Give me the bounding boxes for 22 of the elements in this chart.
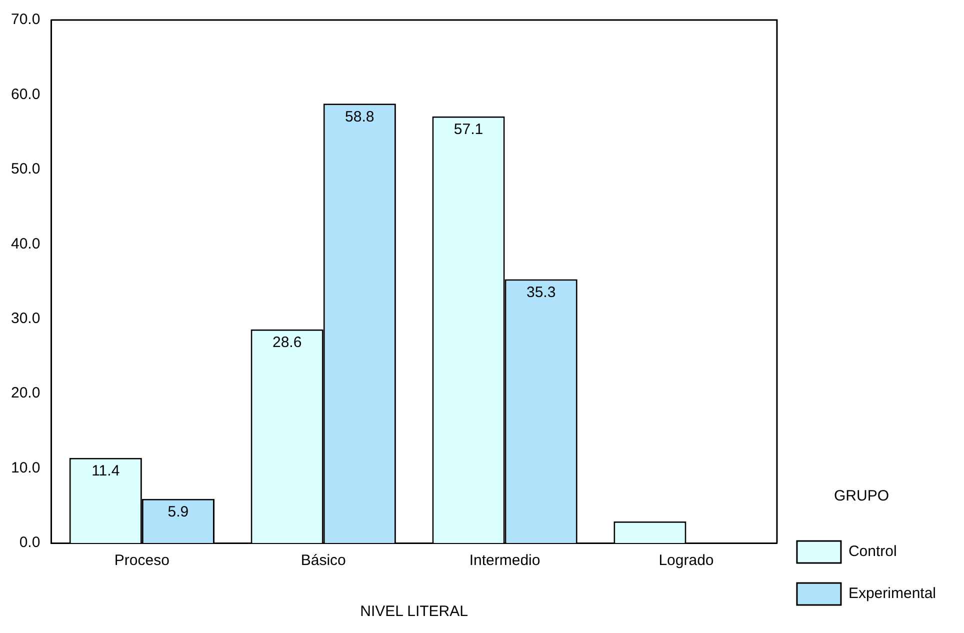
x-tick-label: Proceso <box>114 552 170 570</box>
x-tick-label: Logrado <box>658 552 714 570</box>
data-label: 5.9 <box>168 504 189 521</box>
y-tick-label: 10.0 <box>10 459 40 476</box>
y-tick-label: 40.0 <box>10 235 40 252</box>
y-tick-label: 50.0 <box>10 160 40 178</box>
y-tick-label: 60.0 <box>10 86 40 103</box>
y-tick-label: 30.0 <box>10 310 40 327</box>
y-tick-label: 20.0 <box>10 384 40 402</box>
data-label: 11.4 <box>92 462 120 480</box>
data-label: 58.8 <box>345 108 374 126</box>
data-label: 28.6 <box>272 334 302 351</box>
data-label: 57.1 <box>454 121 484 138</box>
legend-title: GRUPO <box>834 488 889 505</box>
x-tick-label: Básico <box>300 552 346 570</box>
data-label: 35.3 <box>526 284 556 301</box>
legend-label: Control <box>848 543 897 560</box>
legend-label: Experimental <box>848 585 936 602</box>
y-tick-label: 70.0 <box>10 11 40 28</box>
x-tick-label: Intermedio <box>469 552 540 570</box>
x-axis-title: NIVEL LITERAL <box>360 603 468 620</box>
y-tick-label: 0.0 <box>19 534 40 552</box>
